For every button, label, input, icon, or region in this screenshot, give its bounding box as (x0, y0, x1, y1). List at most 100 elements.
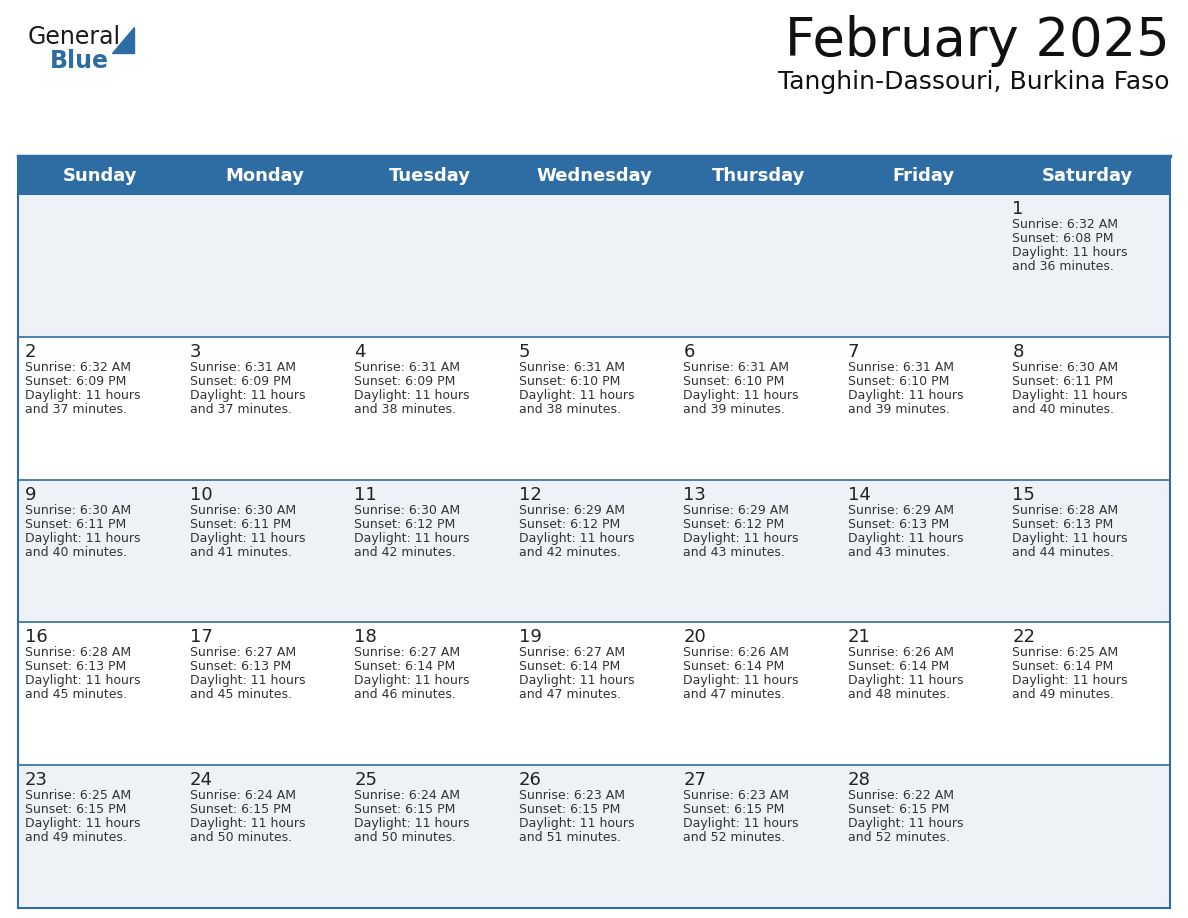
Text: Sunset: 6:15 PM: Sunset: 6:15 PM (848, 803, 949, 816)
Text: 14: 14 (848, 486, 871, 504)
Text: 18: 18 (354, 629, 377, 646)
Text: 2: 2 (25, 342, 37, 361)
Text: and 42 minutes.: and 42 minutes. (519, 545, 620, 558)
Text: Sunset: 6:11 PM: Sunset: 6:11 PM (1012, 375, 1113, 387)
Text: Daylight: 11 hours: Daylight: 11 hours (1012, 246, 1127, 259)
Text: Sunday: Sunday (63, 167, 138, 185)
Text: 26: 26 (519, 771, 542, 789)
Text: Sunrise: 6:31 AM: Sunrise: 6:31 AM (848, 361, 954, 374)
Text: 9: 9 (25, 486, 37, 504)
Text: Sunrise: 6:24 AM: Sunrise: 6:24 AM (354, 789, 460, 802)
Text: Daylight: 11 hours: Daylight: 11 hours (190, 675, 305, 688)
Text: and 47 minutes.: and 47 minutes. (519, 688, 620, 701)
Text: 1: 1 (1012, 200, 1024, 218)
Text: Sunset: 6:13 PM: Sunset: 6:13 PM (190, 660, 291, 674)
Text: 22: 22 (1012, 629, 1036, 646)
Text: Sunset: 6:14 PM: Sunset: 6:14 PM (354, 660, 455, 674)
Text: Wednesday: Wednesday (536, 167, 652, 185)
Text: General: General (29, 25, 121, 49)
Text: 20: 20 (683, 629, 706, 646)
Text: and 43 minutes.: and 43 minutes. (683, 545, 785, 558)
Text: Daylight: 11 hours: Daylight: 11 hours (683, 675, 798, 688)
Text: Sunrise: 6:29 AM: Sunrise: 6:29 AM (683, 504, 789, 517)
Text: Sunrise: 6:26 AM: Sunrise: 6:26 AM (848, 646, 954, 659)
Text: and 52 minutes.: and 52 minutes. (683, 831, 785, 845)
Text: Daylight: 11 hours: Daylight: 11 hours (683, 532, 798, 544)
Bar (18, 622, 1170, 766)
Text: Sunset: 6:09 PM: Sunset: 6:09 PM (25, 375, 126, 387)
Text: 12: 12 (519, 486, 542, 504)
Text: Sunset: 6:13 PM: Sunset: 6:13 PM (25, 660, 126, 674)
Text: and 40 minutes.: and 40 minutes. (1012, 403, 1114, 416)
Text: and 48 minutes.: and 48 minutes. (848, 688, 950, 701)
Text: and 50 minutes.: and 50 minutes. (354, 831, 456, 845)
Text: 4: 4 (354, 342, 366, 361)
Text: Sunrise: 6:26 AM: Sunrise: 6:26 AM (683, 646, 789, 659)
Text: Sunset: 6:11 PM: Sunset: 6:11 PM (190, 518, 291, 531)
Bar (18, 479, 1170, 622)
Text: and 44 minutes.: and 44 minutes. (1012, 545, 1114, 558)
Bar (18, 194, 1170, 337)
Text: 8: 8 (1012, 342, 1024, 361)
Text: Sunset: 6:15 PM: Sunset: 6:15 PM (683, 803, 784, 816)
Text: 13: 13 (683, 486, 706, 504)
Text: Daylight: 11 hours: Daylight: 11 hours (519, 389, 634, 402)
Bar (18, 337, 1170, 479)
Text: Sunset: 6:11 PM: Sunset: 6:11 PM (25, 518, 126, 531)
Text: Daylight: 11 hours: Daylight: 11 hours (519, 532, 634, 544)
Bar (18, 766, 1170, 908)
Text: Sunrise: 6:31 AM: Sunrise: 6:31 AM (519, 361, 625, 374)
Text: Sunset: 6:15 PM: Sunset: 6:15 PM (519, 803, 620, 816)
Text: Sunset: 6:12 PM: Sunset: 6:12 PM (683, 518, 784, 531)
Text: Tanghin-Dassouri, Burkina Faso: Tanghin-Dassouri, Burkina Faso (778, 70, 1170, 94)
Text: Saturday: Saturday (1042, 167, 1133, 185)
Text: 10: 10 (190, 486, 213, 504)
Text: Sunset: 6:08 PM: Sunset: 6:08 PM (1012, 232, 1114, 245)
Text: Friday: Friday (892, 167, 954, 185)
Text: Sunset: 6:14 PM: Sunset: 6:14 PM (519, 660, 620, 674)
Text: and 42 minutes.: and 42 minutes. (354, 545, 456, 558)
Text: and 37 minutes.: and 37 minutes. (25, 403, 127, 416)
Text: Sunrise: 6:31 AM: Sunrise: 6:31 AM (683, 361, 789, 374)
Text: Daylight: 11 hours: Daylight: 11 hours (190, 389, 305, 402)
Text: Sunrise: 6:32 AM: Sunrise: 6:32 AM (25, 361, 131, 374)
Text: and 50 minutes.: and 50 minutes. (190, 831, 292, 845)
Text: and 51 minutes.: and 51 minutes. (519, 831, 620, 845)
Text: Sunrise: 6:27 AM: Sunrise: 6:27 AM (519, 646, 625, 659)
Text: Sunrise: 6:22 AM: Sunrise: 6:22 AM (848, 789, 954, 802)
Text: Sunrise: 6:23 AM: Sunrise: 6:23 AM (683, 789, 789, 802)
Text: 19: 19 (519, 629, 542, 646)
Text: Daylight: 11 hours: Daylight: 11 hours (519, 817, 634, 830)
Text: 28: 28 (848, 771, 871, 789)
Text: Daylight: 11 hours: Daylight: 11 hours (25, 817, 140, 830)
Text: and 47 minutes.: and 47 minutes. (683, 688, 785, 701)
Text: Sunrise: 6:31 AM: Sunrise: 6:31 AM (354, 361, 460, 374)
Text: 25: 25 (354, 771, 377, 789)
Text: Blue: Blue (50, 49, 109, 73)
Text: Sunset: 6:10 PM: Sunset: 6:10 PM (683, 375, 784, 387)
Text: Daylight: 11 hours: Daylight: 11 hours (354, 817, 469, 830)
Text: Sunset: 6:15 PM: Sunset: 6:15 PM (190, 803, 291, 816)
Text: Sunset: 6:13 PM: Sunset: 6:13 PM (1012, 518, 1113, 531)
Text: Daylight: 11 hours: Daylight: 11 hours (848, 389, 963, 402)
Text: and 37 minutes.: and 37 minutes. (190, 403, 291, 416)
Text: Sunrise: 6:23 AM: Sunrise: 6:23 AM (519, 789, 625, 802)
Text: Daylight: 11 hours: Daylight: 11 hours (1012, 675, 1127, 688)
Text: and 49 minutes.: and 49 minutes. (1012, 688, 1114, 701)
Text: Sunrise: 6:27 AM: Sunrise: 6:27 AM (354, 646, 460, 659)
Text: Sunrise: 6:28 AM: Sunrise: 6:28 AM (1012, 504, 1119, 517)
Text: Daylight: 11 hours: Daylight: 11 hours (1012, 532, 1127, 544)
Text: Daylight: 11 hours: Daylight: 11 hours (683, 817, 798, 830)
Text: Daylight: 11 hours: Daylight: 11 hours (25, 532, 140, 544)
Text: Daylight: 11 hours: Daylight: 11 hours (190, 817, 305, 830)
Text: Sunset: 6:12 PM: Sunset: 6:12 PM (519, 518, 620, 531)
Text: Sunrise: 6:30 AM: Sunrise: 6:30 AM (190, 504, 296, 517)
Text: 3: 3 (190, 342, 201, 361)
Text: and 45 minutes.: and 45 minutes. (25, 688, 127, 701)
Text: Sunset: 6:14 PM: Sunset: 6:14 PM (1012, 660, 1113, 674)
Text: Sunrise: 6:30 AM: Sunrise: 6:30 AM (25, 504, 131, 517)
Text: Sunset: 6:13 PM: Sunset: 6:13 PM (848, 518, 949, 531)
Text: Daylight: 11 hours: Daylight: 11 hours (190, 532, 305, 544)
Text: Daylight: 11 hours: Daylight: 11 hours (519, 675, 634, 688)
Polygon shape (112, 27, 134, 53)
